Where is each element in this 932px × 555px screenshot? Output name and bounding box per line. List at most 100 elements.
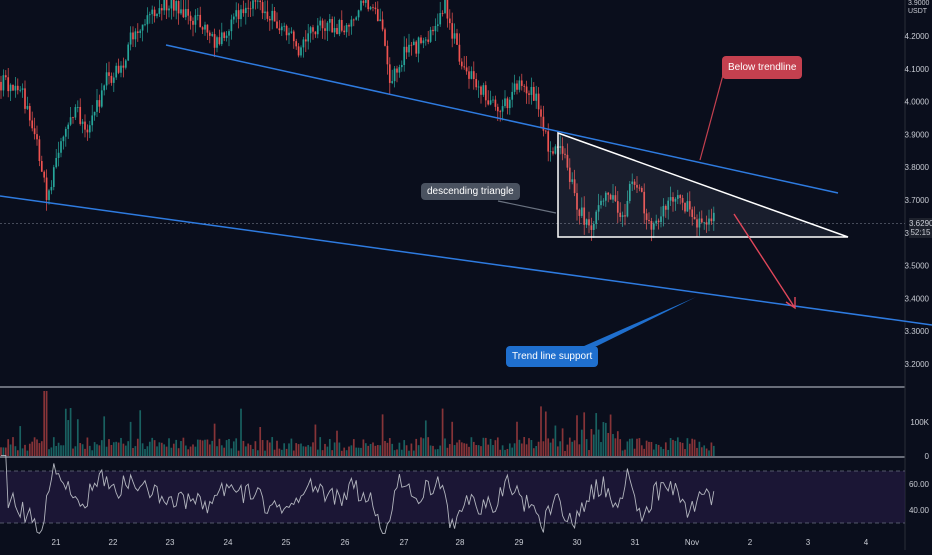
volume-bar [141, 443, 144, 456]
volume-bar [340, 450, 343, 456]
volume-bar [230, 448, 233, 456]
rsi-tick-label: 40.00 [909, 506, 930, 515]
volume-bar [235, 438, 238, 456]
candle-body [199, 14, 202, 28]
candle-body [484, 85, 487, 101]
volume-bar [698, 441, 701, 456]
candle-body [612, 195, 614, 200]
volume-bar [360, 447, 362, 456]
volume-bar [345, 450, 348, 456]
candle-body [340, 20, 343, 31]
volume-bar [232, 441, 235, 456]
candle-body [192, 20, 194, 25]
candle-body [28, 106, 31, 121]
volume-bar [549, 442, 552, 456]
volume-bar [614, 438, 617, 456]
triangle-shape[interactable] [557, 131, 849, 238]
candle-body [24, 88, 26, 109]
candle-body [208, 32, 211, 36]
candle-body [679, 195, 682, 198]
candle-body [88, 125, 91, 133]
volume-bar [19, 426, 22, 456]
candle-body [664, 205, 667, 210]
upper-trendline[interactable] [165, 44, 839, 194]
candle-body [568, 167, 571, 182]
candle-body [271, 10, 274, 21]
candle-body [535, 93, 538, 101]
volume-bar [465, 443, 468, 456]
candle-body [393, 68, 396, 82]
below-trendline-annotation[interactable]: Below trendline [722, 56, 803, 79]
lower-trendline[interactable] [0, 195, 932, 326]
volume-bar [396, 449, 398, 456]
volume-bar [540, 406, 542, 456]
candle-body [139, 30, 142, 33]
volume-bar [12, 437, 14, 456]
candle-body [122, 65, 125, 68]
volume-bar [213, 423, 216, 456]
volume-bar [261, 440, 264, 456]
volume-bar [400, 449, 403, 456]
volume-bar [710, 442, 713, 456]
volume-bar [643, 448, 646, 456]
volume-bar [60, 445, 62, 456]
candle-body [688, 201, 691, 210]
volume-bar [410, 443, 413, 456]
volume-bar [81, 444, 84, 456]
candle-body [93, 111, 96, 116]
candle-body [482, 85, 485, 95]
volume-bar [576, 415, 578, 456]
candle-body [336, 28, 338, 35]
candle-body [172, 0, 175, 11]
candle-body [79, 106, 82, 124]
candles-layer [0, 0, 715, 242]
candle-body [528, 93, 530, 95]
volume-bar [256, 450, 259, 456]
volume-bar [700, 447, 703, 456]
candle-body [213, 34, 216, 48]
volume-bar [100, 440, 103, 456]
volume-bar [566, 444, 569, 456]
volume-bar [492, 445, 494, 456]
volume-bar [268, 442, 271, 456]
volume-bar [535, 446, 538, 456]
candle-body [540, 109, 542, 117]
volume-bar [530, 440, 533, 456]
candle-body [674, 198, 677, 202]
volume-bar [165, 446, 168, 456]
volume-bar [237, 450, 240, 456]
candle-body [160, 8, 163, 11]
volume-bar [552, 438, 554, 456]
candle-body [283, 25, 286, 27]
candle-body [614, 195, 617, 202]
volume-bar [547, 438, 550, 456]
candle-body [348, 25, 350, 27]
candle-body [40, 161, 43, 172]
candle-body [357, 10, 360, 18]
volume-bar [79, 442, 82, 456]
candle-body [691, 209, 694, 217]
candle-body [542, 116, 545, 131]
volume-bar [458, 439, 461, 456]
candle-body [458, 44, 461, 62]
volume-bar [511, 447, 514, 456]
volume-bar [645, 440, 648, 456]
candle-body [249, 8, 252, 10]
candle-body [489, 100, 492, 105]
candle-body [616, 201, 619, 213]
forecast-arrow [733, 213, 796, 309]
volume-bar [523, 437, 526, 456]
candle-body [196, 14, 199, 16]
volume-bar [542, 441, 545, 456]
triangle-annotation[interactable]: descending triangle [421, 183, 520, 200]
candle-body [422, 40, 425, 44]
volume-bar [592, 434, 595, 456]
candle-body [600, 200, 602, 206]
volume-bar [681, 442, 684, 456]
volume-bar [148, 441, 151, 456]
trendline-support-annotation[interactable]: Trend line support [506, 346, 599, 367]
volume-bar [518, 439, 521, 456]
candle-body [352, 19, 355, 21]
candle-body [508, 99, 511, 109]
